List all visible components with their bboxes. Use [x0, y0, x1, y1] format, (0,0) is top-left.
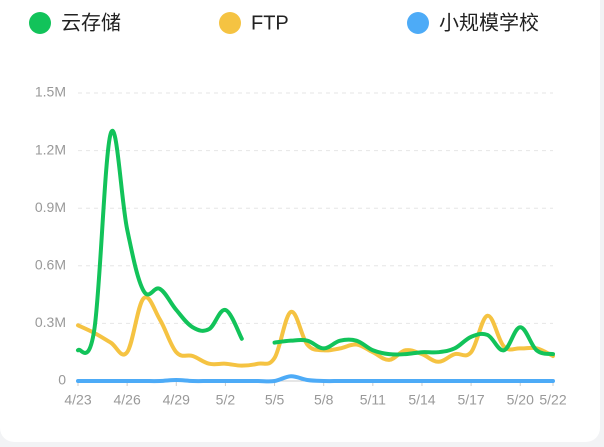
legend-text: FTP: [251, 12, 289, 34]
legend-text: 云存储: [61, 11, 121, 34]
x-tick-label: 5/22: [539, 392, 566, 408]
x-tick-label: 5/17: [457, 392, 484, 408]
legend-marker: [407, 12, 429, 34]
y-tick-label: 0: [58, 372, 66, 388]
x-tick-label: 4/26: [114, 392, 141, 408]
y-tick-label: 1.2M: [35, 141, 66, 157]
series-line: [76, 374, 555, 384]
x-tick-label: 5/8: [314, 392, 334, 408]
legend-marker: [219, 12, 241, 34]
y-tick-label: 1.5M: [35, 84, 66, 100]
legend-text: 小规模学校: [439, 11, 539, 34]
y-tick-label: 0.3M: [35, 314, 66, 330]
y-tick-label: 0.9M: [35, 199, 66, 215]
x-tick-label: 5/2: [216, 392, 236, 408]
x-tick-label: 5/11: [360, 392, 386, 408]
x-tick-label: 5/14: [408, 392, 435, 408]
series-line: [76, 128, 555, 357]
series-line: [76, 295, 555, 368]
legend-marker: [29, 12, 51, 34]
x-tick-label: 5/20: [507, 392, 534, 408]
x-tick-label: 4/29: [163, 392, 190, 408]
x-tick-label: 4/23: [64, 392, 91, 408]
x-tick-label: 5/5: [265, 392, 285, 408]
y-tick-label: 0.6M: [35, 257, 66, 273]
